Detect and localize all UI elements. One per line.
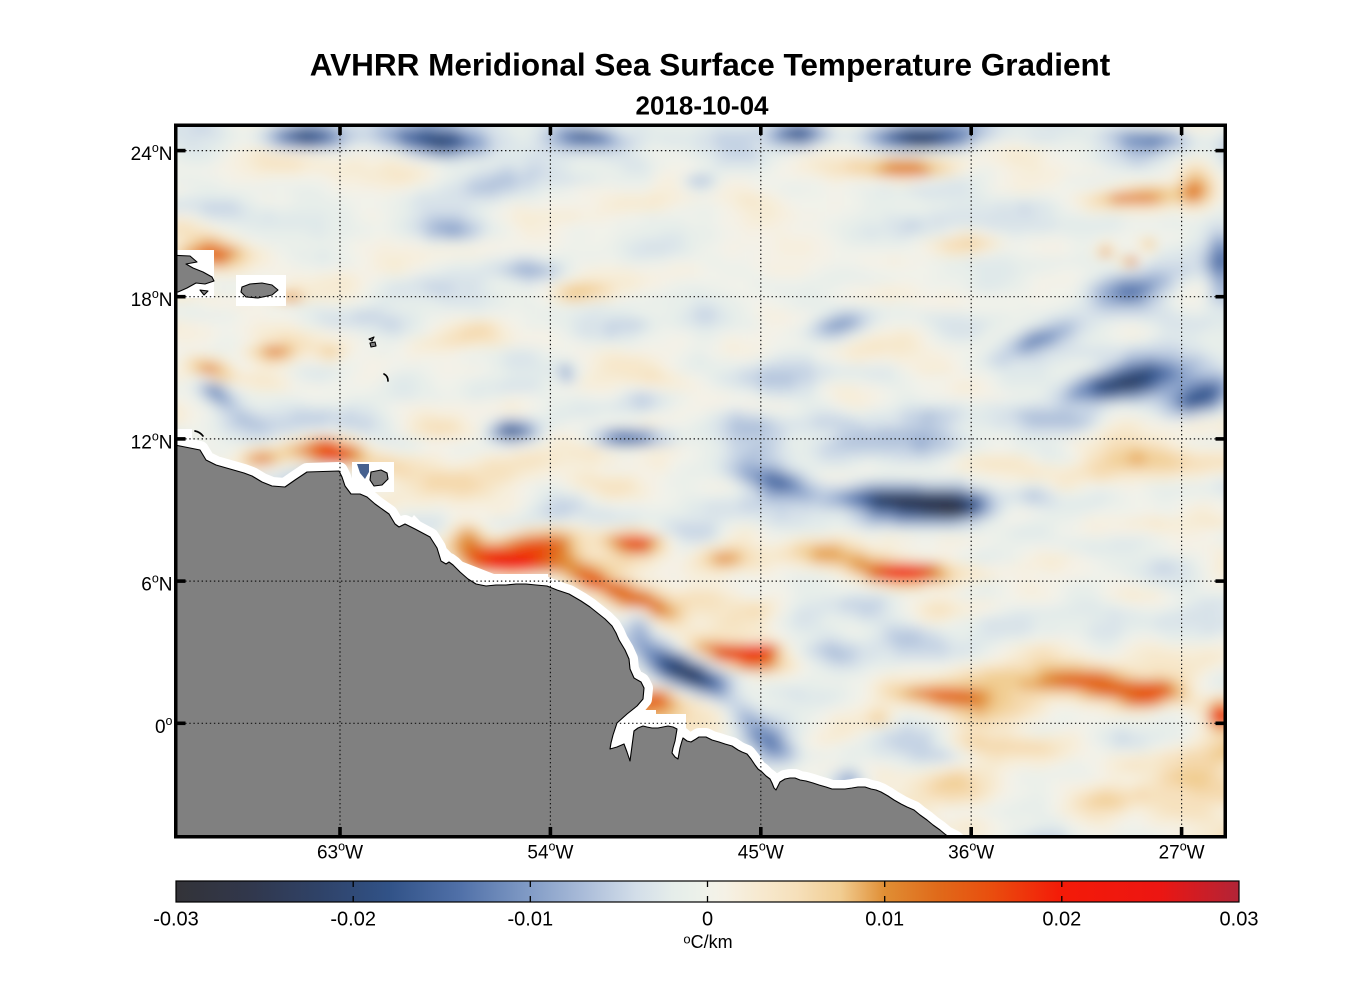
svg-text:2018-10-04: 2018-10-04 [636, 91, 770, 121]
svg-text:-0.02: -0.02 [330, 909, 376, 931]
svg-text:24oN: 24oN [131, 141, 173, 165]
svg-text:0: 0 [702, 909, 713, 931]
svg-text:-0.03: -0.03 [153, 909, 199, 931]
svg-text:-0.01: -0.01 [508, 909, 554, 931]
svg-text:12oN: 12oN [131, 429, 173, 453]
svg-text:oC/km: oC/km [683, 932, 732, 953]
svg-text:45oW: 45oW [738, 840, 784, 864]
svg-text:AVHRR Meridional Sea Surface T: AVHRR Meridional Sea Surface Temperature… [310, 47, 1111, 83]
svg-text:0.03: 0.03 [1220, 909, 1259, 931]
svg-text:0.02: 0.02 [1042, 909, 1081, 931]
svg-text:18oN: 18oN [131, 287, 173, 311]
svg-text:0.01: 0.01 [865, 909, 904, 931]
svg-text:63oW: 63oW [317, 840, 363, 864]
